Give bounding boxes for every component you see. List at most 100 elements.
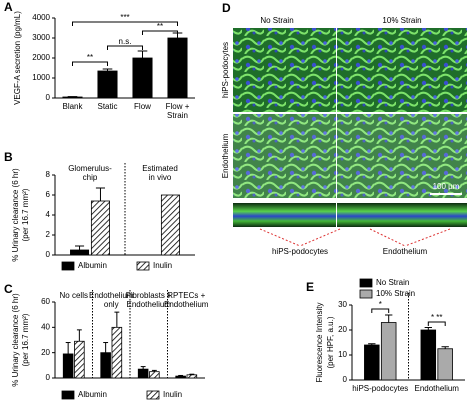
row-header: hiPS-podocytes: [221, 42, 230, 98]
strip-label: hiPS-podocytes: [272, 247, 328, 256]
panel-d: D No Strain 10% Strain hiPS-podocytes En…: [221, 1, 467, 256]
legend-swatch: [61, 390, 75, 400]
category-label: Estimated: [142, 164, 178, 173]
bracket: [142, 30, 178, 35]
category-label: Fibroblasts +: [126, 291, 172, 300]
error-bar: [385, 314, 393, 323]
bar: [160, 194, 180, 256]
scale-label: 100 µm: [433, 182, 460, 191]
significance: **: [157, 22, 163, 31]
bar: [132, 57, 153, 99]
column-header: 10% Strain: [382, 16, 421, 25]
significance: n.s.: [119, 37, 132, 46]
y-axis-label: VEGF-A secretion (pg/mL): [13, 11, 22, 105]
category-label: No cells: [60, 291, 88, 300]
panel-label: B: [4, 150, 13, 164]
y-tick-label: 20: [338, 325, 347, 334]
micrograph: [233, 114, 336, 198]
bar: [137, 368, 149, 379]
category-label: Endothelium: [127, 300, 172, 309]
category-label: Endothelium: [89, 291, 134, 300]
error-bar: [140, 366, 146, 370]
legend-label: Inulin: [153, 261, 172, 270]
y-tick-label: 1000: [32, 73, 50, 82]
micrograph: [337, 28, 467, 112]
bar: [364, 344, 380, 381]
error-bar: [189, 373, 195, 375]
y-tick-label: 6: [46, 190, 51, 199]
category-label: Endothelium: [415, 384, 460, 393]
bar: [437, 348, 453, 381]
bar: [62, 353, 74, 379]
panel-label: D: [222, 1, 231, 15]
bar: [97, 70, 118, 99]
y-tick-label: 4000: [32, 13, 50, 22]
error-bar: [178, 374, 184, 377]
bar: [70, 249, 90, 256]
y-axis-label: % Urinary clearance (6 hr): [11, 293, 20, 387]
category-label: RPTECs +: [167, 291, 205, 300]
category-label: Blank: [62, 102, 83, 111]
y-axis-label: % Urinary clearance (6 hr): [11, 168, 20, 262]
y-tick-label: 4: [46, 210, 51, 219]
bar: [74, 340, 85, 379]
bracket: [72, 21, 178, 26]
category-label: Endothelium: [164, 300, 209, 309]
y-tick-label: 0: [343, 375, 348, 384]
legend-swatch: [359, 278, 373, 288]
bracket: [72, 61, 108, 66]
panel-label: E: [306, 280, 314, 294]
error-bar: [65, 342, 71, 354]
y-tick-label: 40: [41, 322, 50, 331]
cross-section: [233, 203, 336, 227]
y-axis-label: (per 16.7 mm²): [21, 313, 30, 366]
row-header: Endothelium: [221, 133, 230, 178]
bar: [62, 96, 83, 99]
significance: **: [87, 53, 93, 62]
error-bar: [424, 327, 432, 330]
bar: [100, 352, 111, 379]
legend-label: Albumin: [78, 390, 107, 399]
legend-label: No Strain: [376, 278, 409, 287]
bar: [380, 322, 397, 381]
y-tick-label: 10: [338, 350, 347, 359]
panel-label: C: [4, 282, 13, 296]
y-tick-label: 0: [46, 373, 51, 382]
category-label: Static: [97, 102, 117, 111]
significance: ***: [120, 13, 129, 22]
significance: *: [379, 300, 382, 309]
y-tick-label: 8: [46, 170, 51, 179]
bar: [149, 371, 160, 379]
legend-label: Albumin: [78, 261, 107, 270]
legend-swatch: [136, 261, 150, 271]
error-bar: [76, 329, 82, 342]
category-label: hiPS-podocytes: [352, 384, 408, 393]
legend-label: 10% Strain: [376, 289, 415, 298]
y-axis-label: (per 16.7 mm²): [21, 188, 30, 241]
bracket: [371, 308, 390, 313]
category-label: Glomerulus-: [68, 164, 112, 173]
panel-label: A: [4, 0, 13, 14]
error-bar: [74, 245, 85, 250]
micrograph: [337, 114, 467, 198]
pointer: [259, 228, 451, 247]
error-bar: [95, 187, 106, 201]
bar: [186, 374, 198, 379]
legend-swatch: [146, 390, 160, 400]
strip-label: Endothelium: [383, 247, 428, 256]
y-tick-label: 20: [41, 348, 50, 357]
cross-section: [337, 203, 467, 227]
error-bar: [102, 68, 113, 71]
y-tick-label: 0: [46, 250, 51, 259]
y-axis-label: (per HPF, a.u.): [326, 316, 335, 368]
bar: [420, 329, 437, 381]
y-tick-label: 2: [46, 230, 51, 239]
category-label: in vivo: [149, 173, 172, 182]
y-tick-label: 0: [46, 93, 51, 102]
legend-label: Inulin: [163, 390, 182, 399]
significance: * **: [431, 313, 443, 322]
bracket: [107, 45, 143, 50]
category-label: chip: [83, 173, 98, 182]
y-tick-label: 2000: [32, 53, 50, 62]
error-bar: [151, 369, 157, 372]
